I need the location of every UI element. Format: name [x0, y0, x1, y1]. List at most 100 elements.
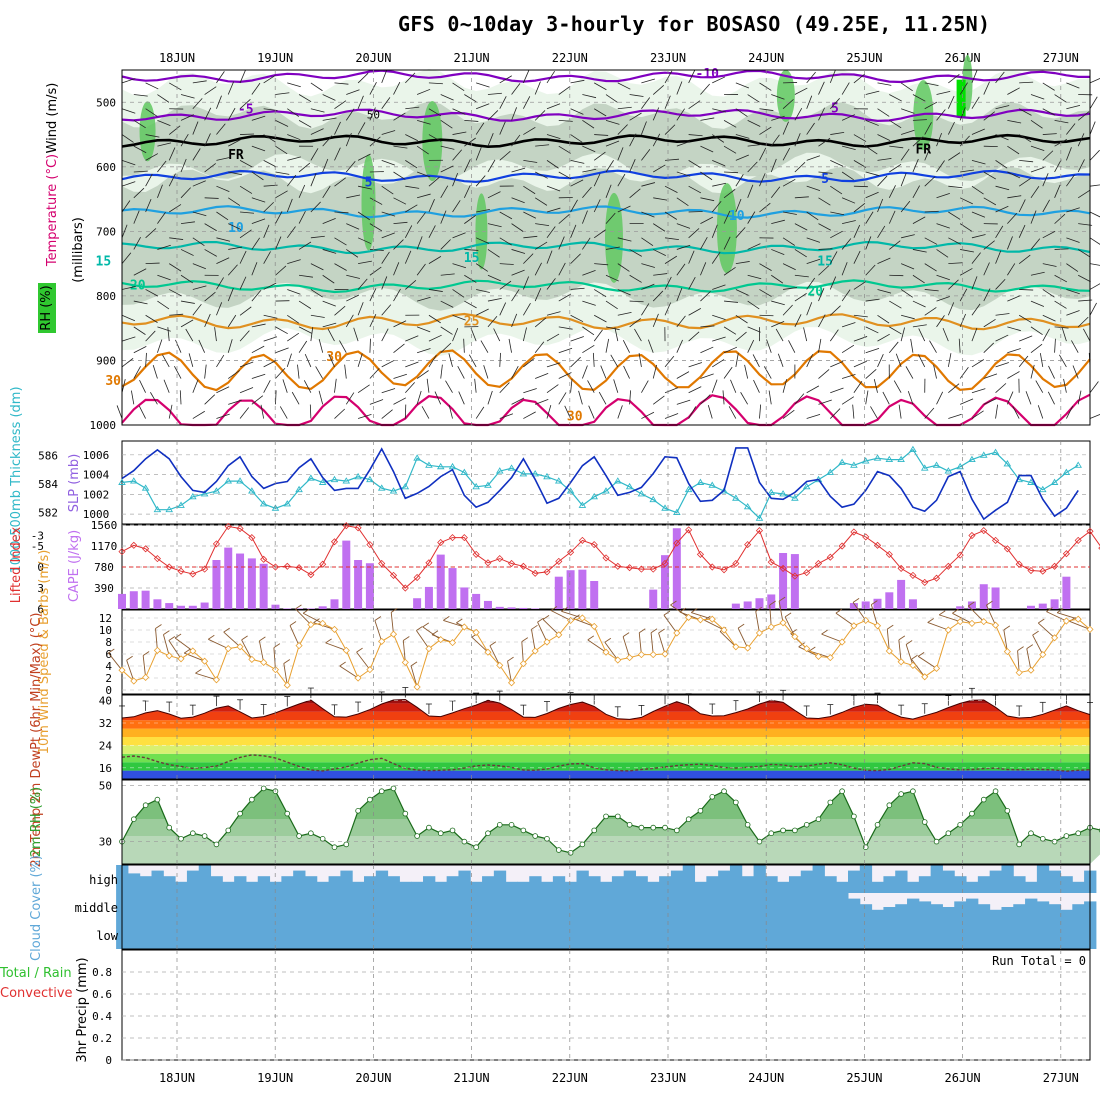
cloud-bar-low: [765, 921, 778, 949]
thickness-tick-label: 584: [38, 478, 58, 491]
upper-wind-barb: [157, 142, 172, 147]
lifted-index-point: [295, 564, 303, 572]
wind-speed-point: [578, 614, 586, 622]
upper-wind-barb: [664, 255, 678, 264]
upper-wind-barb: [523, 358, 535, 368]
upper-wind-barb: [157, 274, 171, 281]
cloud-level-label: high: [89, 873, 118, 887]
cloud-bar-high: [446, 876, 459, 893]
wind-speed-point: [177, 655, 185, 663]
cloud-bar-low: [245, 921, 259, 949]
thickness-point: [755, 514, 764, 521]
cloud-bar-low: [600, 921, 613, 949]
upper-wind-barb: [1018, 177, 1031, 187]
wind-speed-point: [142, 673, 150, 681]
upper-wind-barb: [818, 399, 832, 405]
upper-wind-barb: [286, 226, 296, 239]
cloud-bar-low: [1025, 921, 1038, 949]
upper-wind-barb: [638, 353, 642, 367]
upper-wind-barb: [747, 94, 760, 103]
upper-wind-barb: [157, 160, 167, 173]
wind-barb: [471, 636, 489, 653]
cape-bar: [483, 600, 492, 609]
lifted-index-point: [378, 559, 386, 568]
cape-bar: [755, 598, 764, 609]
upper-wind-barb: [121, 200, 131, 213]
upper-wind-barb: [995, 362, 1009, 368]
cloud-bar-low: [163, 921, 176, 949]
upper-wind-barb: [511, 249, 526, 254]
slp-tick-label: 1006: [83, 449, 110, 462]
cloud-bar-low: [918, 921, 932, 949]
upper-wind-barb: [664, 70, 673, 84]
wind-speed-point: [342, 646, 350, 654]
upper-wind-barb: [216, 237, 231, 242]
rh-point: [473, 844, 479, 850]
upper-wind-barb: [1083, 328, 1091, 342]
upper-wind-barb: [1007, 119, 1022, 124]
upper-wind-barb: [298, 340, 308, 353]
wind-barb: [852, 602, 867, 621]
upper-wind-barb: [664, 276, 672, 290]
upper-wind-barb: [1030, 210, 1037, 224]
rh-point: [390, 785, 397, 792]
cloud-bar-high: [564, 881, 577, 893]
upper-wind-barb: [546, 185, 561, 192]
upper-wind-barb: [535, 223, 550, 227]
upper-wind-barb: [730, 379, 737, 393]
bottom-date-label: 19JUN: [257, 1071, 293, 1085]
upper-wind-barb: [227, 107, 236, 121]
wind-barb: [142, 655, 147, 678]
upper-wind-barb: [664, 355, 675, 368]
upper-wind-barb: [841, 374, 856, 379]
wind-speed-point: [826, 654, 834, 662]
upper-wind-barb: [617, 205, 631, 213]
cloud-bar-middle: [930, 904, 943, 921]
cloud-bar-high: [576, 870, 589, 893]
wind-barb: [542, 619, 560, 636]
upper-wind-barb: [959, 398, 974, 405]
upper-wind-barb: [228, 171, 243, 176]
cloud-bar-middle: [423, 893, 436, 921]
upper-wind-barb: [357, 384, 370, 394]
wind-barb: [917, 655, 937, 669]
upper-wind-barb: [752, 354, 760, 368]
upper-wind-barb: [971, 303, 981, 316]
cloud-bar-high: [493, 870, 507, 893]
cloud-bar-high: [918, 876, 932, 893]
upper-wind-barb: [641, 303, 650, 316]
cloud-bar-middle: [600, 893, 613, 921]
cloud-bar-low: [387, 921, 400, 949]
upper-wind-barb: [251, 197, 266, 203]
upper-wind-barb: [404, 225, 413, 239]
lifted-index-point: [319, 560, 327, 568]
upper-wind-barb: [476, 209, 490, 213]
upper-wind-barb: [452, 263, 467, 269]
upper-wind-barb: [228, 246, 243, 250]
upper-wind-barb: [948, 262, 963, 265]
upper-wind-barb: [428, 225, 436, 239]
rh-point: [898, 791, 904, 797]
upper-wind-barb: [475, 308, 489, 316]
cloud-bar-low: [966, 921, 979, 949]
upper-wind-barb: [582, 270, 596, 276]
upper-wind-barb: [841, 197, 856, 204]
wind-barb-flag: [374, 616, 382, 621]
upper-wind-barb: [275, 211, 283, 224]
upper-wind-barb: [192, 263, 206, 270]
lifted-index-point: [803, 569, 811, 577]
upper-wind-barb: [712, 134, 725, 143]
upper-wind-barb: [1018, 199, 1026, 213]
cloud-bar-low: [848, 921, 861, 949]
upper-wind-barb: [747, 300, 760, 310]
upper-wind-barb: [263, 201, 274, 213]
upper-wind-barb: [735, 331, 747, 342]
upper-wind-barb: [936, 160, 945, 173]
upper-wind-barb: [877, 82, 892, 86]
upper-wind-barb: [617, 106, 632, 110]
isotherm-line: [121, 108, 1091, 123]
isotherm-line: [121, 349, 1091, 392]
wind-barb-flag: [1032, 630, 1039, 636]
upper-wind-barb: [393, 81, 401, 95]
rh-point: [308, 830, 314, 836]
